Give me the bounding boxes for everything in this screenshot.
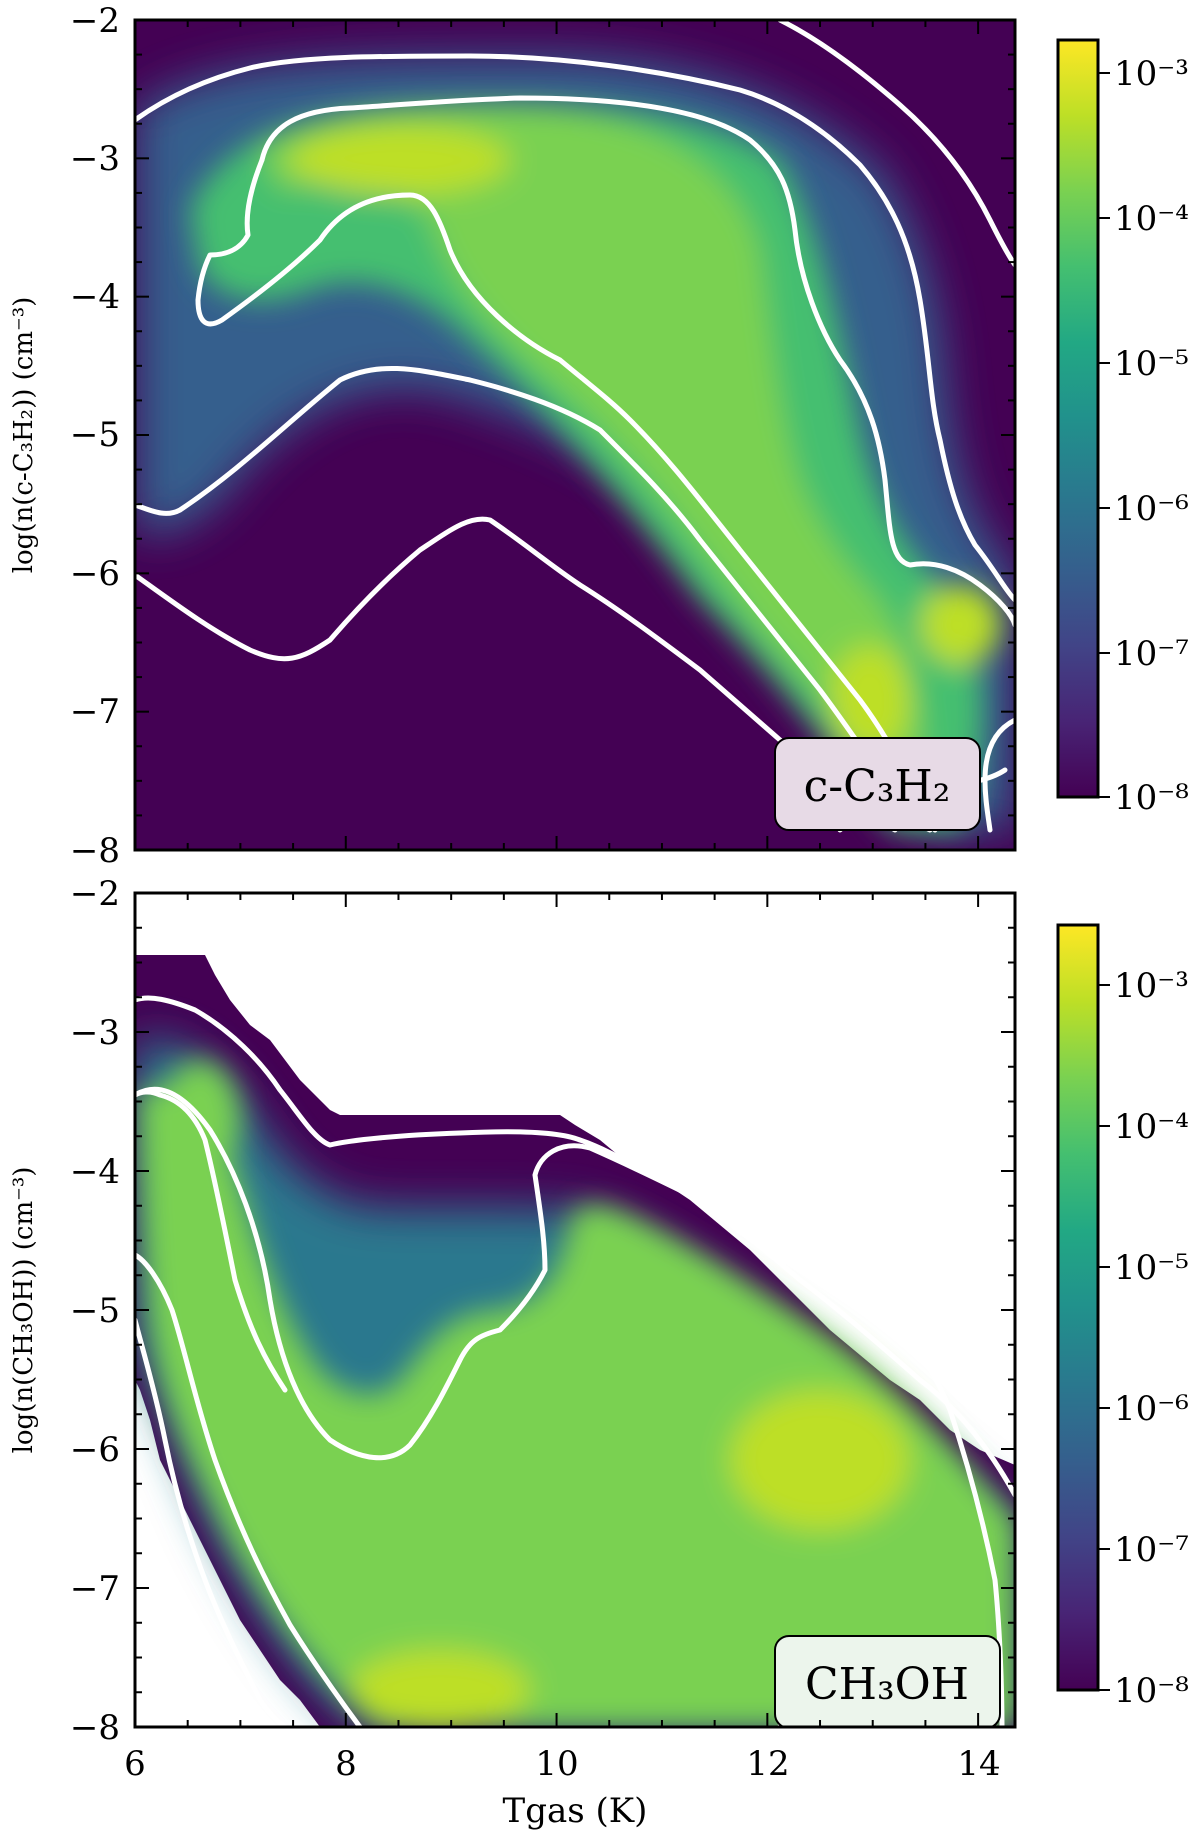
colorbar-tick-label: 10⁻⁴ — [1114, 199, 1189, 239]
density-field: c-C₃H₂ — [135, 20, 1015, 833]
y-tick-label: −7 — [70, 692, 120, 732]
colorbar-top: 10⁻³ 10⁻⁴ 10⁻⁵ 10⁻⁶ 10⁻⁷ 10⁻⁸ — [1056, 38, 1189, 818]
colorbar-tick-label: 10⁻⁸ — [1114, 778, 1189, 818]
y-tick-label: −6 — [70, 554, 120, 594]
y-axis-top: −2 −3 −4 −5 −6 −7 −8 log(n(c-C₃H₂)) (cm⁻… — [9, 1, 1015, 871]
y-tick-label: −5 — [70, 1291, 120, 1331]
species-tag-bottom: CH₃OH — [774, 1635, 1001, 1727]
contour-lines — [135, 995, 1015, 1727]
y-tick-label: −6 — [70, 1430, 120, 1470]
y-tick-label: −3 — [70, 139, 120, 179]
colorbar-tick-label: 10⁻³ — [1114, 54, 1189, 94]
colorbar-gradient — [1056, 923, 1100, 1692]
colorbar-tick-label: 10⁻⁷ — [1114, 1530, 1189, 1570]
x-tick-label: 10 — [535, 1744, 578, 1784]
x-axis: 6 8 10 12 14 Tgas (K) — [124, 1744, 1000, 1831]
y-axis-bottom: −2 −3 −4 −5 −6 −7 −8 log(n(CH₃OH)) (cm⁻³… — [9, 874, 1015, 1748]
species-label: CH₃OH — [805, 1659, 969, 1710]
x-tick-label: 14 — [957, 1744, 1000, 1784]
y-tick-label: −4 — [70, 1152, 120, 1192]
species-label: c-C₃H₂ — [804, 761, 951, 812]
y-tick-label: −8 — [70, 831, 120, 871]
y-tick-label: −2 — [70, 1, 120, 41]
heatmap-panel-top: c-C₃H₂ — [133, 18, 1017, 852]
colorbar-tick-label: 10⁻⁴ — [1114, 1107, 1189, 1147]
contour-lines — [135, 20, 1015, 833]
x-tick-label: 8 — [335, 1744, 357, 1784]
colorbar-tick-label: 10⁻³ — [1114, 966, 1189, 1006]
colorbar-tick-label: 10⁻⁶ — [1114, 489, 1189, 529]
x-tick-label: 6 — [124, 1744, 146, 1784]
x-axis-label: Tgas (K) — [503, 1791, 648, 1831]
y-tick-label: −5 — [70, 415, 120, 455]
y-axis-label: log(n(CH₃OH)) (cm⁻³) — [9, 1167, 39, 1454]
y-tick-label: −8 — [70, 1708, 120, 1748]
y-tick-label: −2 — [70, 874, 120, 914]
density-field: CH₃OH — [135, 955, 1015, 1727]
y-tick-label: −3 — [70, 1013, 120, 1053]
colorbar-bottom: 10⁻³ 10⁻⁴ 10⁻⁵ 10⁻⁶ 10⁻⁷ 10⁻⁸ — [1056, 923, 1189, 1711]
species-tag-top: c-C₃H₂ — [774, 737, 981, 831]
colorbar-tick-label: 10⁻⁵ — [1114, 344, 1189, 384]
colorbar-tick-label: 10⁻⁷ — [1114, 634, 1189, 674]
colorbar-tick-label: 10⁻⁶ — [1114, 1389, 1189, 1429]
heatmap-panel-bottom: CH₃OH — [133, 891, 1017, 1729]
y-tick-label: −7 — [70, 1569, 120, 1609]
colorbar-tick-label: 10⁻⁸ — [1114, 1671, 1189, 1711]
colorbar-tick-label: 10⁻⁵ — [1114, 1248, 1189, 1288]
y-axis-label: log(n(c-C₃H₂)) (cm⁻³) — [9, 297, 39, 574]
colorbar-gradient — [1056, 38, 1100, 799]
x-tick-label: 12 — [746, 1744, 789, 1784]
y-tick-label: −4 — [70, 277, 120, 317]
